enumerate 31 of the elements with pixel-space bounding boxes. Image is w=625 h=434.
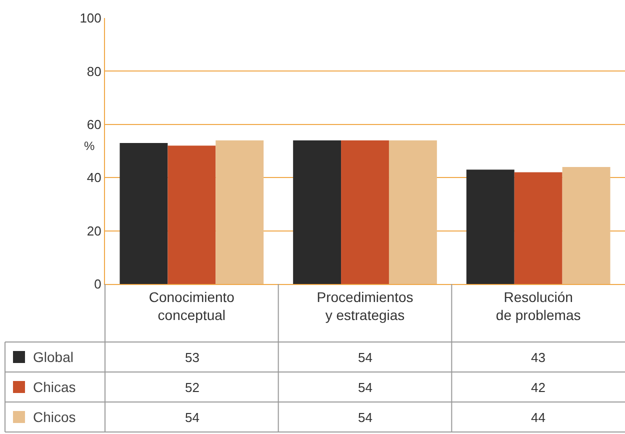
data-label: 54: [185, 410, 200, 425]
legend-label: Chicas: [33, 379, 76, 395]
bar: [120, 143, 168, 284]
data-label: 42: [531, 380, 546, 395]
y-tick-label: 100: [80, 10, 102, 26]
y-axis-title: %: [84, 139, 95, 153]
bar: [216, 140, 264, 284]
data-label: 52: [185, 380, 200, 395]
data-label: 54: [358, 380, 372, 395]
bar: [341, 140, 389, 284]
y-tick-label: 80: [86, 64, 102, 79]
data-label: 53: [185, 350, 200, 365]
y-tick-label: 40: [86, 170, 102, 186]
data-label: 43: [531, 350, 546, 365]
bar: [466, 170, 514, 284]
bar: [514, 172, 562, 284]
y-tick-label: 0: [94, 276, 102, 292]
legend-label: Global: [33, 349, 74, 365]
legend-label: Chicos: [33, 409, 76, 425]
bar: [562, 166, 610, 284]
data-label: 44: [531, 410, 546, 425]
bar: [388, 140, 437, 284]
x-tick-label: Conocimiento conceptual: [148, 288, 235, 323]
y-tick-label: 20: [86, 223, 102, 238]
data-label: 54: [358, 350, 372, 365]
bar: [293, 140, 342, 284]
bar: [168, 146, 216, 284]
data-label: 54: [358, 410, 372, 425]
y-tick-label: 60: [86, 116, 102, 132]
x-tick-label: Resolución de problemas: [496, 288, 581, 323]
x-tick-label: Procedimientos y estrategias: [316, 288, 414, 323]
